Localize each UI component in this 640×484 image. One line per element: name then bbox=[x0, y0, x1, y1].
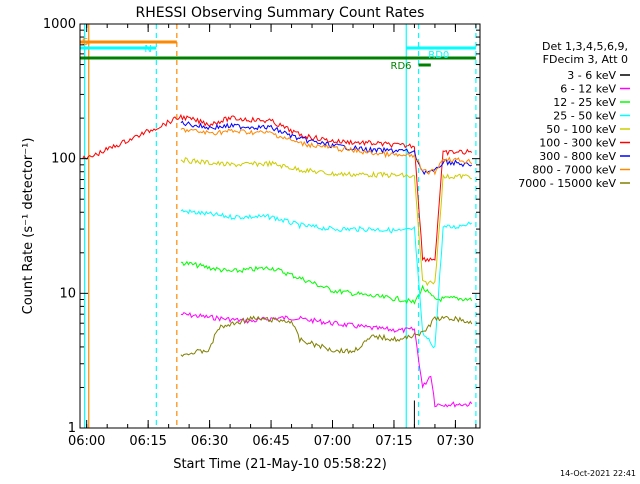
x-tick-label: 06:15 bbox=[129, 434, 166, 449]
series-line bbox=[180, 315, 473, 358]
status-bar-label: S bbox=[82, 37, 88, 48]
x-axis-label: Start Time (21-May-10 05:58:22) bbox=[173, 457, 387, 472]
x-tick-label: 07:00 bbox=[314, 434, 351, 449]
series-line bbox=[180, 260, 473, 305]
legend-entry-label: 7000 - 15000 keV bbox=[518, 177, 616, 190]
status-bar-label: RD0 bbox=[428, 50, 449, 61]
legend-entry-label: 100 - 300 keV bbox=[539, 137, 616, 150]
y-tick-label: 10 bbox=[59, 286, 76, 301]
legend: Det 1,3,4,5,6,9,FDecim 3, Att 0 3 - 6 keV… bbox=[518, 40, 630, 190]
x-tick-label: 06:00 bbox=[68, 434, 105, 449]
legend-header: FDecim 3, Att 0 bbox=[543, 53, 628, 66]
legend-entry-label: 25 - 50 keV bbox=[553, 110, 616, 123]
legend-header: Det 1,3,4,5,6,9, bbox=[542, 40, 628, 53]
timestamp: 14-Oct-2021 22:41 bbox=[560, 469, 636, 478]
series-line bbox=[82, 113, 473, 263]
x-tick-label: 06:30 bbox=[191, 434, 228, 449]
legend-entry-label: 800 - 7000 keV bbox=[532, 164, 616, 177]
y-axis-label: Count Rate (s⁻¹ detector⁻¹) bbox=[21, 138, 36, 315]
legend-entry-label: 300 - 800 keV bbox=[539, 150, 616, 163]
legend-entry-label: 6 - 12 keV bbox=[560, 83, 616, 96]
status-bar-label: N bbox=[144, 44, 151, 55]
plot-area: S N RD0 RD6 bbox=[80, 24, 477, 428]
series-line bbox=[180, 127, 473, 176]
y-tick-label: 100 bbox=[51, 152, 76, 167]
x-tick-label: 07:30 bbox=[437, 434, 474, 449]
series-line bbox=[180, 311, 473, 408]
legend-entry-label: 12 - 25 keV bbox=[553, 96, 616, 109]
x-tick-label: 07:15 bbox=[375, 434, 412, 449]
x-tick-label: 06:45 bbox=[252, 434, 289, 449]
plot-frame bbox=[79, 23, 481, 429]
chart-title: RHESSI Observing Summary Count Rates bbox=[136, 5, 425, 21]
y-tick-label: 1000 bbox=[43, 17, 76, 32]
legend-entry-label: 3 - 6 keV bbox=[567, 69, 616, 82]
y-tick-label: 1 bbox=[68, 421, 76, 436]
series-line bbox=[180, 157, 472, 287]
legend-entry-label: 50 - 100 keV bbox=[546, 123, 616, 136]
status-bar-label: RD6 bbox=[391, 61, 412, 72]
